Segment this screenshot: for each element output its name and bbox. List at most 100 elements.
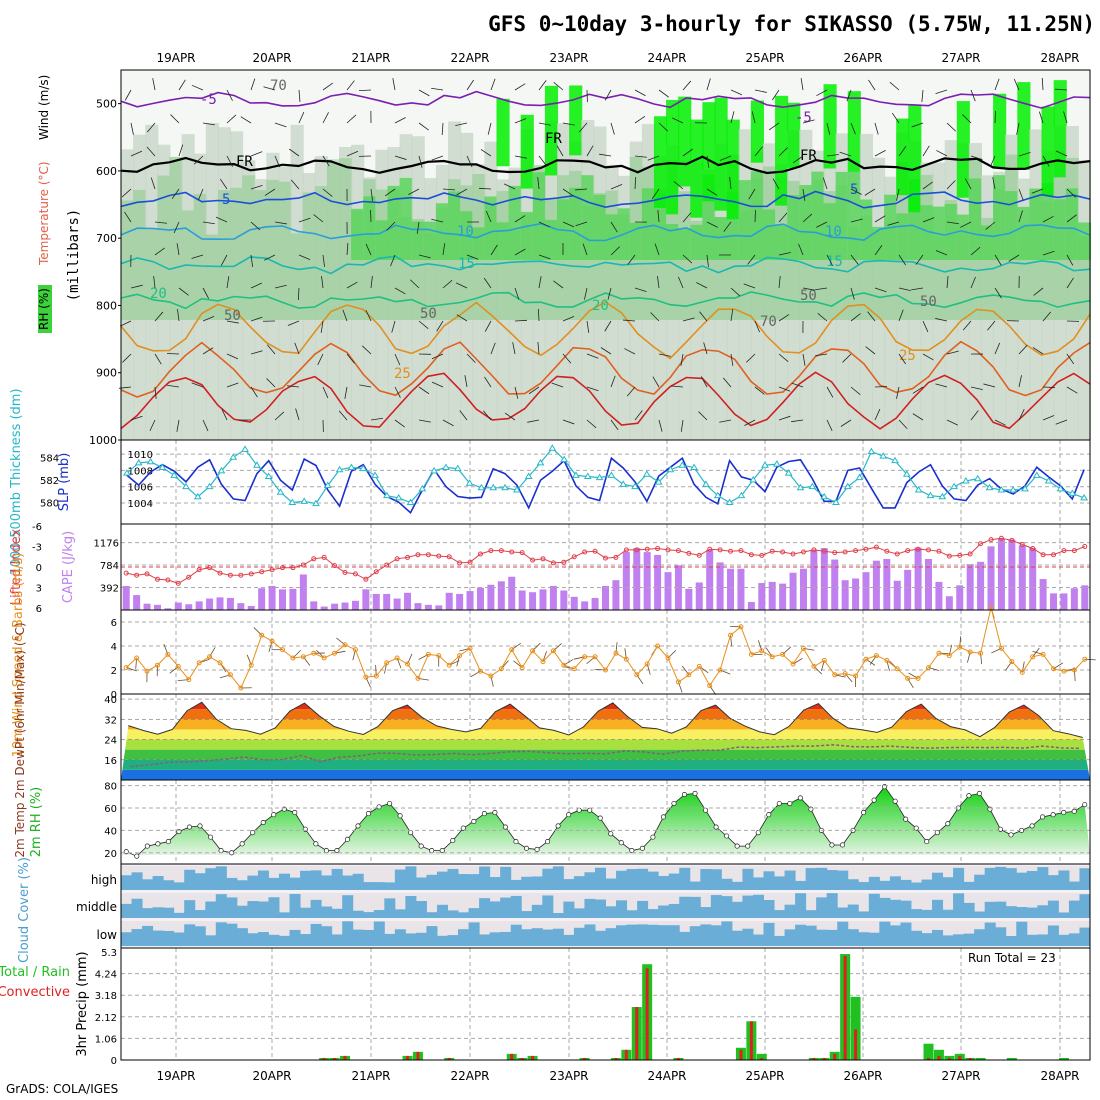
rh-point xyxy=(471,818,477,824)
cloud-bar xyxy=(152,876,164,890)
thickness-point xyxy=(654,478,663,485)
li-point xyxy=(144,571,150,577)
rh-point xyxy=(155,841,161,847)
li-point xyxy=(800,549,806,555)
wind-barb xyxy=(706,254,709,267)
rh-axis-label: 2m RH (%) xyxy=(29,787,44,858)
li-point xyxy=(561,559,567,565)
wind-barb xyxy=(989,155,996,168)
wind-tick-label: 4 xyxy=(111,642,117,653)
cloud-bar xyxy=(479,866,491,890)
wind-barb xyxy=(922,353,934,361)
cloud-bar xyxy=(447,935,459,946)
dewpoint-line xyxy=(130,744,1081,768)
wind-barb xyxy=(652,376,660,388)
wind-barb xyxy=(802,213,813,223)
wind-barb xyxy=(466,254,479,260)
cape-bar xyxy=(935,581,943,610)
rh-shading xyxy=(411,221,425,260)
wind-barb xyxy=(792,155,804,164)
wind-point xyxy=(926,665,931,671)
rh-shading xyxy=(968,178,982,260)
li-tick-label: -3 xyxy=(32,543,42,554)
wind-barb xyxy=(478,187,492,190)
wind-barb xyxy=(538,276,542,289)
rh-point xyxy=(576,807,582,813)
cloud-bar xyxy=(837,921,849,946)
wind-barb xyxy=(176,419,180,432)
cloud-bar xyxy=(373,921,385,946)
wind-barb xyxy=(970,89,976,102)
rh-shading xyxy=(653,116,668,208)
thickness-point xyxy=(134,458,143,466)
rh-shading xyxy=(811,171,825,260)
wind-barb xyxy=(778,276,781,289)
li-line xyxy=(126,537,1085,584)
rh-point xyxy=(829,842,835,848)
wind-barb xyxy=(850,188,862,195)
wind-barb xyxy=(946,419,959,426)
wind-point xyxy=(1071,667,1077,673)
rh-shading xyxy=(726,119,740,220)
cloud-bar xyxy=(752,894,764,918)
cape-bar xyxy=(268,585,276,610)
thickness-point xyxy=(193,492,202,500)
rh-shading xyxy=(1041,106,1055,196)
wind-point xyxy=(915,675,921,681)
temp-line xyxy=(128,701,1083,738)
wind-barb xyxy=(250,282,263,289)
cloud-bar xyxy=(594,930,606,946)
rh-shading xyxy=(230,187,244,320)
wind-barb xyxy=(365,243,372,256)
cloud-bar xyxy=(752,877,764,890)
cloud-bar xyxy=(921,909,933,918)
wind-barb xyxy=(490,78,496,91)
thickness-point xyxy=(489,483,498,491)
wind-barb xyxy=(298,111,305,124)
wind-barb xyxy=(226,155,233,167)
temp-band xyxy=(121,729,1090,740)
wind-barb xyxy=(800,78,804,91)
cloud-bar xyxy=(384,898,396,918)
cape-bar xyxy=(216,597,224,610)
cloud-bar xyxy=(278,873,291,890)
wind-barb xyxy=(392,78,396,91)
wind-barb xyxy=(394,287,406,295)
cloud-bar xyxy=(247,875,259,890)
wind-barb xyxy=(898,419,908,429)
rh-shading xyxy=(532,172,546,260)
cloud-bar xyxy=(700,924,712,946)
wind-barb xyxy=(898,353,906,365)
li-point xyxy=(290,565,296,571)
cloud-bar xyxy=(215,922,227,946)
wind-barb xyxy=(431,155,444,161)
li-point xyxy=(884,548,890,554)
wind-barb xyxy=(682,212,692,223)
wind-barb xyxy=(682,254,693,264)
wind-barb xyxy=(150,177,156,190)
rh-point xyxy=(365,811,372,817)
rh-shading xyxy=(496,98,510,167)
contour-label: 25 xyxy=(899,348,916,364)
li-point xyxy=(811,547,817,553)
pressure-tick-label: 900 xyxy=(96,367,117,380)
thickness-point xyxy=(442,463,450,470)
cloud-bar xyxy=(953,867,965,890)
wind-point xyxy=(842,671,848,677)
wind-barb xyxy=(651,188,660,200)
wind-barb xyxy=(657,276,660,289)
thickness-point xyxy=(1009,486,1018,493)
cloud-bar xyxy=(889,925,901,946)
wind-point xyxy=(665,655,671,661)
cape-bar xyxy=(372,593,380,610)
date-label-top: 24APR xyxy=(647,51,686,65)
cloud-bar xyxy=(984,867,996,890)
li-point xyxy=(498,548,504,554)
cloud-bar xyxy=(352,910,364,918)
rh-tick-label: 20 xyxy=(104,849,117,860)
cloud-bar xyxy=(858,932,870,946)
wind-barb xyxy=(994,287,1002,299)
wind-barb xyxy=(778,314,790,322)
cape-axis-label: CAPE (J/kg) xyxy=(61,531,76,603)
wind-barb xyxy=(482,410,492,421)
